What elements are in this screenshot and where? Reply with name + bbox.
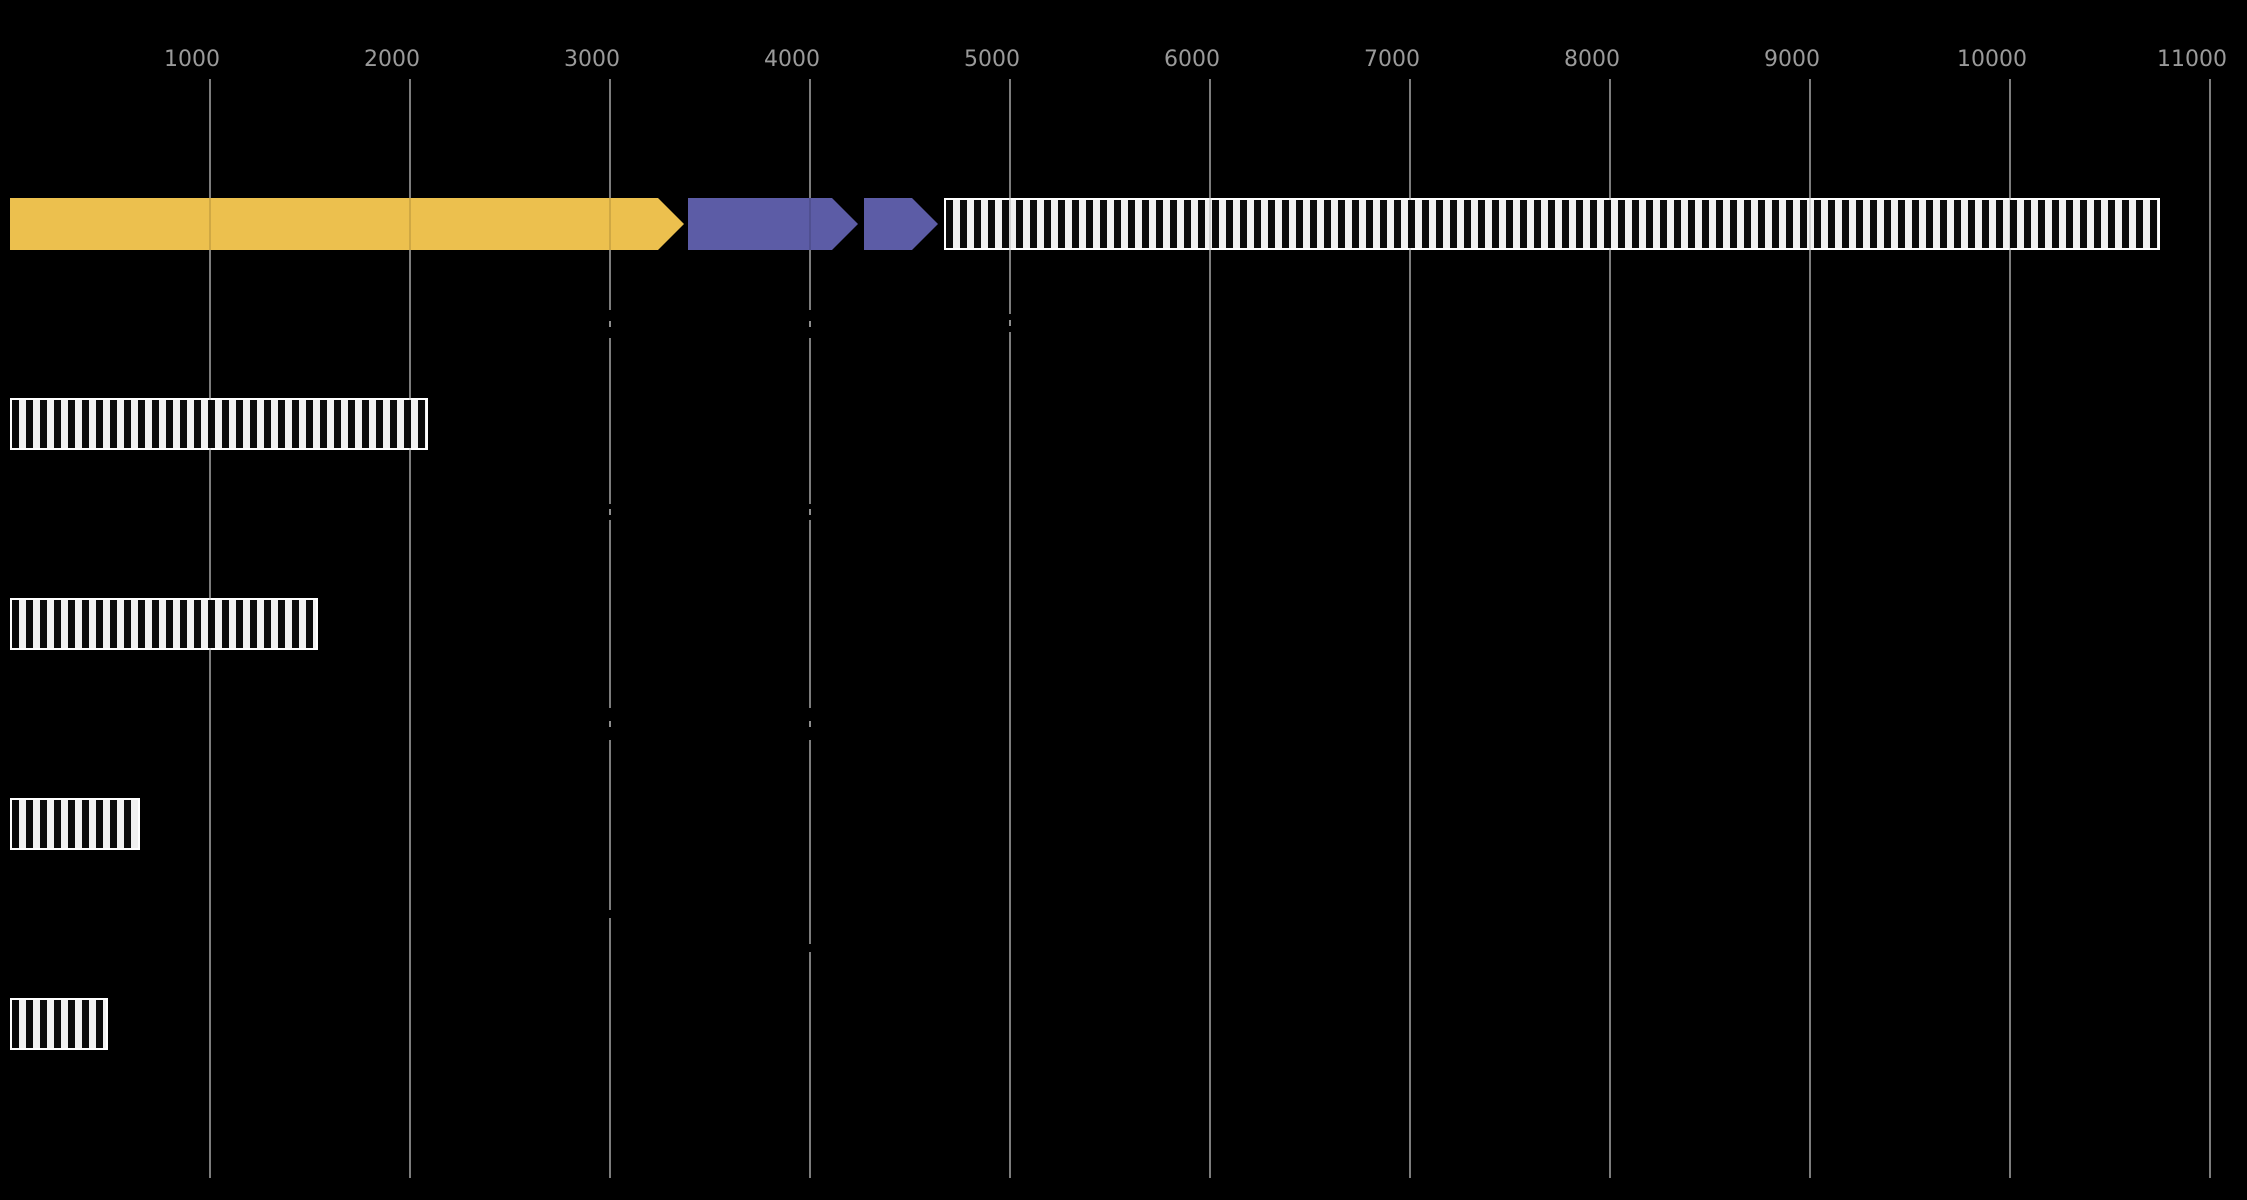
gridline-break-dash: [809, 721, 811, 727]
gridline: [609, 79, 611, 1178]
axis-tick-label: 9000: [1764, 47, 1820, 72]
hatched-region-feature: [10, 998, 108, 1050]
axis-tick-label: 6000: [1164, 47, 1220, 72]
axis-tick-label: 7000: [1364, 47, 1420, 72]
gridline-break: [809, 504, 813, 520]
gene-arrow-feature: [688, 198, 858, 250]
gridline: [2209, 79, 2211, 1178]
gridline: [1209, 79, 1211, 1178]
gridline-shade: [609, 79, 611, 1178]
gridline-break-dash: [809, 509, 811, 515]
axis-tick-label: 8000: [1564, 47, 1620, 72]
gridline-break-dash: [609, 509, 611, 515]
gridline-break: [609, 910, 613, 918]
gridline: [409, 79, 411, 1178]
hatched-region-feature: [944, 198, 2160, 250]
gridline-shade: [209, 79, 211, 1178]
gridline-shade: [1809, 79, 1811, 1178]
gridline-break-dash: [609, 721, 611, 727]
gridline-shade: [2009, 79, 2011, 1178]
gridline: [809, 79, 811, 1178]
gridline-break-dash: [1009, 320, 1011, 326]
gridline-break: [809, 708, 813, 740]
axis-tick-label: 3000: [564, 47, 620, 72]
gridline: [1609, 79, 1611, 1178]
hatched-region-feature: [10, 798, 140, 850]
gridline: [1009, 79, 1011, 1178]
gridline-break-dash: [609, 321, 611, 327]
gridline-break: [609, 708, 613, 740]
axis-tick-label: 11000: [2157, 47, 2227, 72]
gridline-break-dash: [809, 321, 811, 327]
gridline-break: [609, 310, 613, 338]
gridline-shade: [409, 79, 411, 1178]
gridline-shade: [1609, 79, 1611, 1178]
gridline-break: [609, 504, 613, 520]
hatched-region-feature: [10, 398, 428, 450]
gene-arrow-feature: [864, 198, 938, 250]
axis-tick-label: 2000: [364, 47, 420, 72]
gene-arrow-feature: [10, 198, 684, 250]
gridline-break: [1009, 314, 1013, 332]
gridline-shade: [1209, 79, 1211, 1178]
axis-tick-label: 5000: [964, 47, 1020, 72]
hatched-region-feature: [10, 598, 318, 650]
axis-tick-label: 1000: [164, 47, 220, 72]
gridline-break: [809, 944, 813, 952]
axis-tick-label: 4000: [764, 47, 820, 72]
gridline-shade: [809, 79, 811, 1178]
gridline: [1809, 79, 1811, 1178]
gridline-shade: [1409, 79, 1411, 1178]
gridline: [2009, 79, 2011, 1178]
gridline-shade: [1009, 79, 1011, 1178]
gridline-break: [809, 310, 813, 338]
gridline: [1409, 79, 1411, 1178]
axis-tick-label: 10000: [1957, 47, 2027, 72]
gridline-shade: [2209, 79, 2211, 1178]
